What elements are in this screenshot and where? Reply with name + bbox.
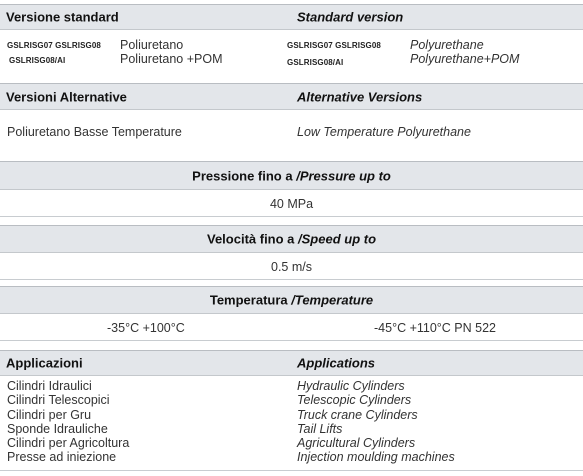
temperature-value-right: -45°C +110°C PN 522 bbox=[374, 321, 496, 335]
applications-title-en: Applications bbox=[297, 355, 376, 371]
standard-version-title-it: Versione standard bbox=[6, 9, 119, 25]
standard-version-title-en: Standard version bbox=[297, 9, 404, 25]
pressure-label-en: /Pressure up to bbox=[296, 168, 391, 183]
application-item-en: Tail Lifts bbox=[297, 421, 343, 436]
standard-codes-row-2-en: GSLRISG08/AI bbox=[287, 58, 344, 67]
temperature-divider bbox=[0, 340, 583, 341]
applications-header: Applicazioni Applications bbox=[0, 350, 583, 376]
application-item-it: Cilindri Idraulici bbox=[7, 379, 92, 393]
alternative-version-value-en: Low Temperature Polyurethane bbox=[297, 125, 471, 139]
alternative-version-value-it: Poliuretano Basse Temperature bbox=[7, 125, 182, 139]
temperature-label-en: /Temperature bbox=[291, 292, 374, 308]
standard-material-row-1-en: Polyurethane bbox=[410, 38, 484, 52]
standard-codes-row-1-en: GSLRISG07 GSLRISG08 bbox=[287, 41, 381, 50]
application-item-en: Truck crane Cylinders bbox=[297, 407, 418, 422]
pressure-divider bbox=[0, 216, 583, 217]
applications-divider bbox=[0, 470, 583, 471]
application-item-it: Presse ad iniezione bbox=[7, 450, 117, 465]
applications-list-it: Cilindri Idraulici Cilindri Telescopici … bbox=[7, 379, 129, 465]
alternative-versions-title-en: Alternative Versions bbox=[297, 89, 423, 104]
standard-material-row-2-it: Poliuretano +POM bbox=[120, 52, 223, 66]
speed-label-it: Velocità fino a bbox=[206, 231, 299, 247]
standard-codes-row-2-it: GSLRISG08/AI bbox=[9, 56, 66, 65]
speed-value: 0.5 m/s bbox=[271, 260, 312, 274]
speed-label-en: /Speed up to bbox=[298, 231, 377, 247]
application-item-it: Cilindri per Gru bbox=[7, 407, 92, 422]
application-item-it: Cilindri Telescopici bbox=[7, 393, 110, 408]
temperature-value-left: -35°C +100°C bbox=[107, 321, 185, 335]
speed-header: Velocità fino a /Speed up to bbox=[0, 225, 583, 253]
application-item-it: Sponde Idrauliche bbox=[7, 421, 108, 436]
application-item-en: Agricultural Cylinders bbox=[297, 436, 416, 451]
pressure-header: Pressione fino a /Pressure up to bbox=[0, 161, 583, 190]
temperature-label-it: Temperatura bbox=[209, 292, 292, 308]
temperature-header: Temperatura /Temperature bbox=[0, 286, 583, 314]
applications-title-it: Applicazioni bbox=[6, 355, 83, 371]
application-item-en: Injection moulding machines bbox=[297, 450, 455, 465]
alternative-versions-header: Versioni Alternative Alternative Version… bbox=[0, 83, 583, 110]
standard-version-header: Versione standard Standard version bbox=[0, 4, 583, 30]
standard-material-row-1-it: Poliuretano bbox=[120, 38, 184, 52]
application-item-en: Telescopic Cylinders bbox=[297, 393, 412, 408]
application-item-en: Hydraulic Cylinders bbox=[297, 379, 405, 393]
pressure-label-it: Pressione fino a bbox=[192, 168, 297, 183]
speed-divider bbox=[0, 279, 583, 280]
applications-list-en: Hydraulic Cylinders Telescopic Cylinders… bbox=[297, 379, 455, 465]
pressure-value: 40 MPa bbox=[269, 197, 314, 211]
standard-codes-row-1-it: GSLRISG07 GSLRISG08 bbox=[7, 41, 101, 50]
standard-material-row-2-en: Polyurethane+POM bbox=[410, 52, 520, 66]
alternative-versions-title-it: Versioni Alternative bbox=[6, 89, 127, 104]
application-item-it: Cilindri per Agricoltura bbox=[7, 436, 130, 451]
